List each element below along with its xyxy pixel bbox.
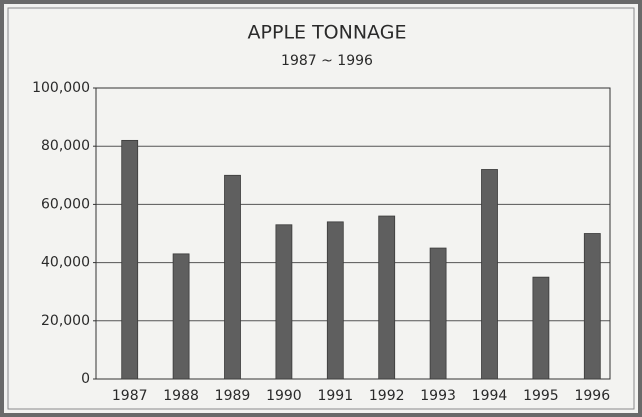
- y-tick-label: 20,000: [41, 313, 90, 329]
- bar: [583, 233, 601, 380]
- bar: [429, 247, 447, 380]
- x-tick-label: 1987: [112, 388, 148, 404]
- bar: [121, 139, 139, 380]
- inner-frame: [7, 7, 635, 410]
- y-tick-label: 60,000: [41, 196, 90, 212]
- bar: [326, 221, 344, 380]
- chart-title: APPLE TONNAGE: [248, 22, 407, 44]
- bar: [532, 276, 550, 380]
- y-tick-label: 0: [81, 371, 90, 387]
- x-tick-label: 1996: [574, 388, 610, 404]
- chart-subtitle: 1987 ~ 1996: [281, 53, 373, 69]
- bar: [224, 174, 241, 380]
- y-tick-label: 100,000: [32, 80, 90, 96]
- x-tick-label: 1993: [420, 388, 456, 404]
- x-tick-label: 1991: [317, 388, 353, 404]
- y-tick-label: 40,000: [41, 255, 90, 271]
- x-tick-label: 1995: [523, 388, 559, 404]
- x-tick-label: 1989: [215, 388, 251, 404]
- x-tick-label: 1988: [163, 388, 199, 404]
- plot-frame: [95, 87, 611, 380]
- y-tick-label: 80,000: [41, 138, 90, 154]
- bar: [378, 215, 396, 380]
- x-tick-label: 1992: [369, 388, 405, 404]
- bar: [481, 169, 498, 380]
- bar: [275, 224, 293, 380]
- x-tick-label: 1990: [266, 388, 302, 404]
- x-tick-label: 1994: [472, 388, 508, 404]
- bar: [172, 253, 190, 380]
